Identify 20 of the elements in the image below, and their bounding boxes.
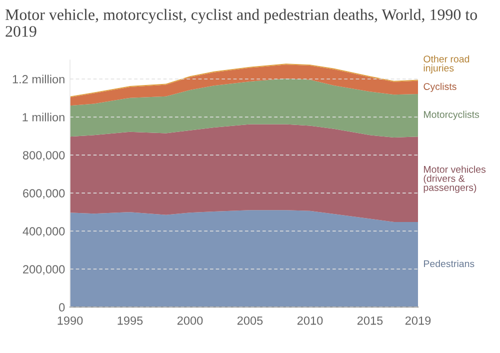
series-label: Motor vehicles (drivers & passengers) bbox=[424, 166, 486, 193]
x-tick-label: 2019 bbox=[405, 316, 431, 325]
x-tick-label: 1990 bbox=[58, 316, 83, 325]
y-tick-label: 800,000 bbox=[22, 151, 65, 161]
x-tick-label: 2010 bbox=[297, 316, 323, 325]
x-tick-label: 1995 bbox=[118, 316, 143, 325]
x-tick-label: 2015 bbox=[357, 316, 383, 325]
x-tick-label: 2005 bbox=[237, 316, 263, 325]
series-label: Motorcyclists bbox=[424, 110, 480, 120]
y-tick-label: 0 bbox=[59, 303, 65, 312]
y-tick-label: 1.2 million bbox=[12, 74, 64, 84]
y-tick-label: 1 million bbox=[22, 112, 64, 122]
x-tick-label: 2000 bbox=[177, 316, 203, 325]
series-label: Other road injuries bbox=[424, 55, 470, 74]
y-tick-label: 400,000 bbox=[22, 227, 65, 237]
series-label: Cyclists bbox=[424, 82, 456, 92]
chart-title: Motor vehicle, motorcyclist, cyclist and pedestrian deaths, World, 1990 to 2019 bbox=[5, 8, 477, 37]
y-tick-label: 200,000 bbox=[23, 265, 65, 275]
y-tick-label: 600,000 bbox=[23, 189, 65, 199]
series-label: Pedestrians bbox=[424, 260, 474, 268]
